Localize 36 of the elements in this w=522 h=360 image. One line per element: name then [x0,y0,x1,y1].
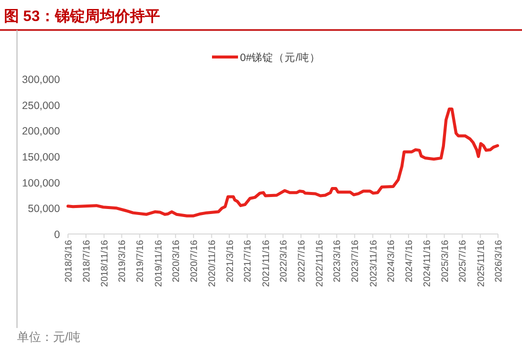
x-tick-label: 2019/7/16 [135,240,146,282]
x-tick-label: 2024/3/16 [386,240,398,282]
y-tick-label: 300,000 [22,74,60,86]
x-tick-label: 2021/7/16 [242,240,254,282]
x-tick-label: 2022/3/16 [278,240,290,282]
x-tick-label: 2020/7/16 [189,240,200,282]
y-tick-label: 150,000 [22,152,60,164]
x-tick-label: 2025/7/16 [458,240,469,282]
y-tick-label: 250,000 [22,100,60,112]
x-tick-label: 2022/7/16 [296,240,308,282]
x-tick-label: 2019/3/16 [117,240,128,282]
x-tick-label: 2023/11/16 [368,240,380,287]
text: 单位：元/吨 [17,330,80,344]
x-tick-label: 2018/11/16 [100,240,111,287]
x-tick-label: 2026/3/16 [494,240,504,282]
x-tick-label: 2018/3/16 [64,240,74,282]
line-series [66,107,500,218]
y-tick-label: 50,000 [28,203,60,216]
x-tick-label: 2019/11/16 [153,240,164,287]
y-tick-label: 100,000 [22,177,60,190]
x-tick-label: 2024/11/16 [422,240,434,287]
x-tick-label: 2025/11/16 [476,240,487,287]
x-tick-label: 2020/3/16 [171,240,182,282]
x-tick-label: 2021/3/16 [224,240,236,282]
y-tick-label: 0 [54,229,60,241]
x-tick-label: 2018/7/16 [81,240,92,282]
x-tick-label: 2024/7/16 [404,240,416,282]
x-tick-label: 2023/7/16 [350,240,362,282]
x-tick-label: 2020/11/16 [207,240,218,287]
x-tick-label: 2021/11/16 [260,240,272,287]
legend-label: 0#锑锭（元/吨） [240,51,321,64]
x-tick-label: 2022/11/16 [314,240,326,287]
chart-title: 图 53：锑锭周均价持平 [4,8,160,25]
x-tick-label: 2023/3/16 [332,240,344,282]
x-tick-label: 2025/3/16 [440,240,451,282]
y-tick-label: 200,000 [22,126,60,138]
